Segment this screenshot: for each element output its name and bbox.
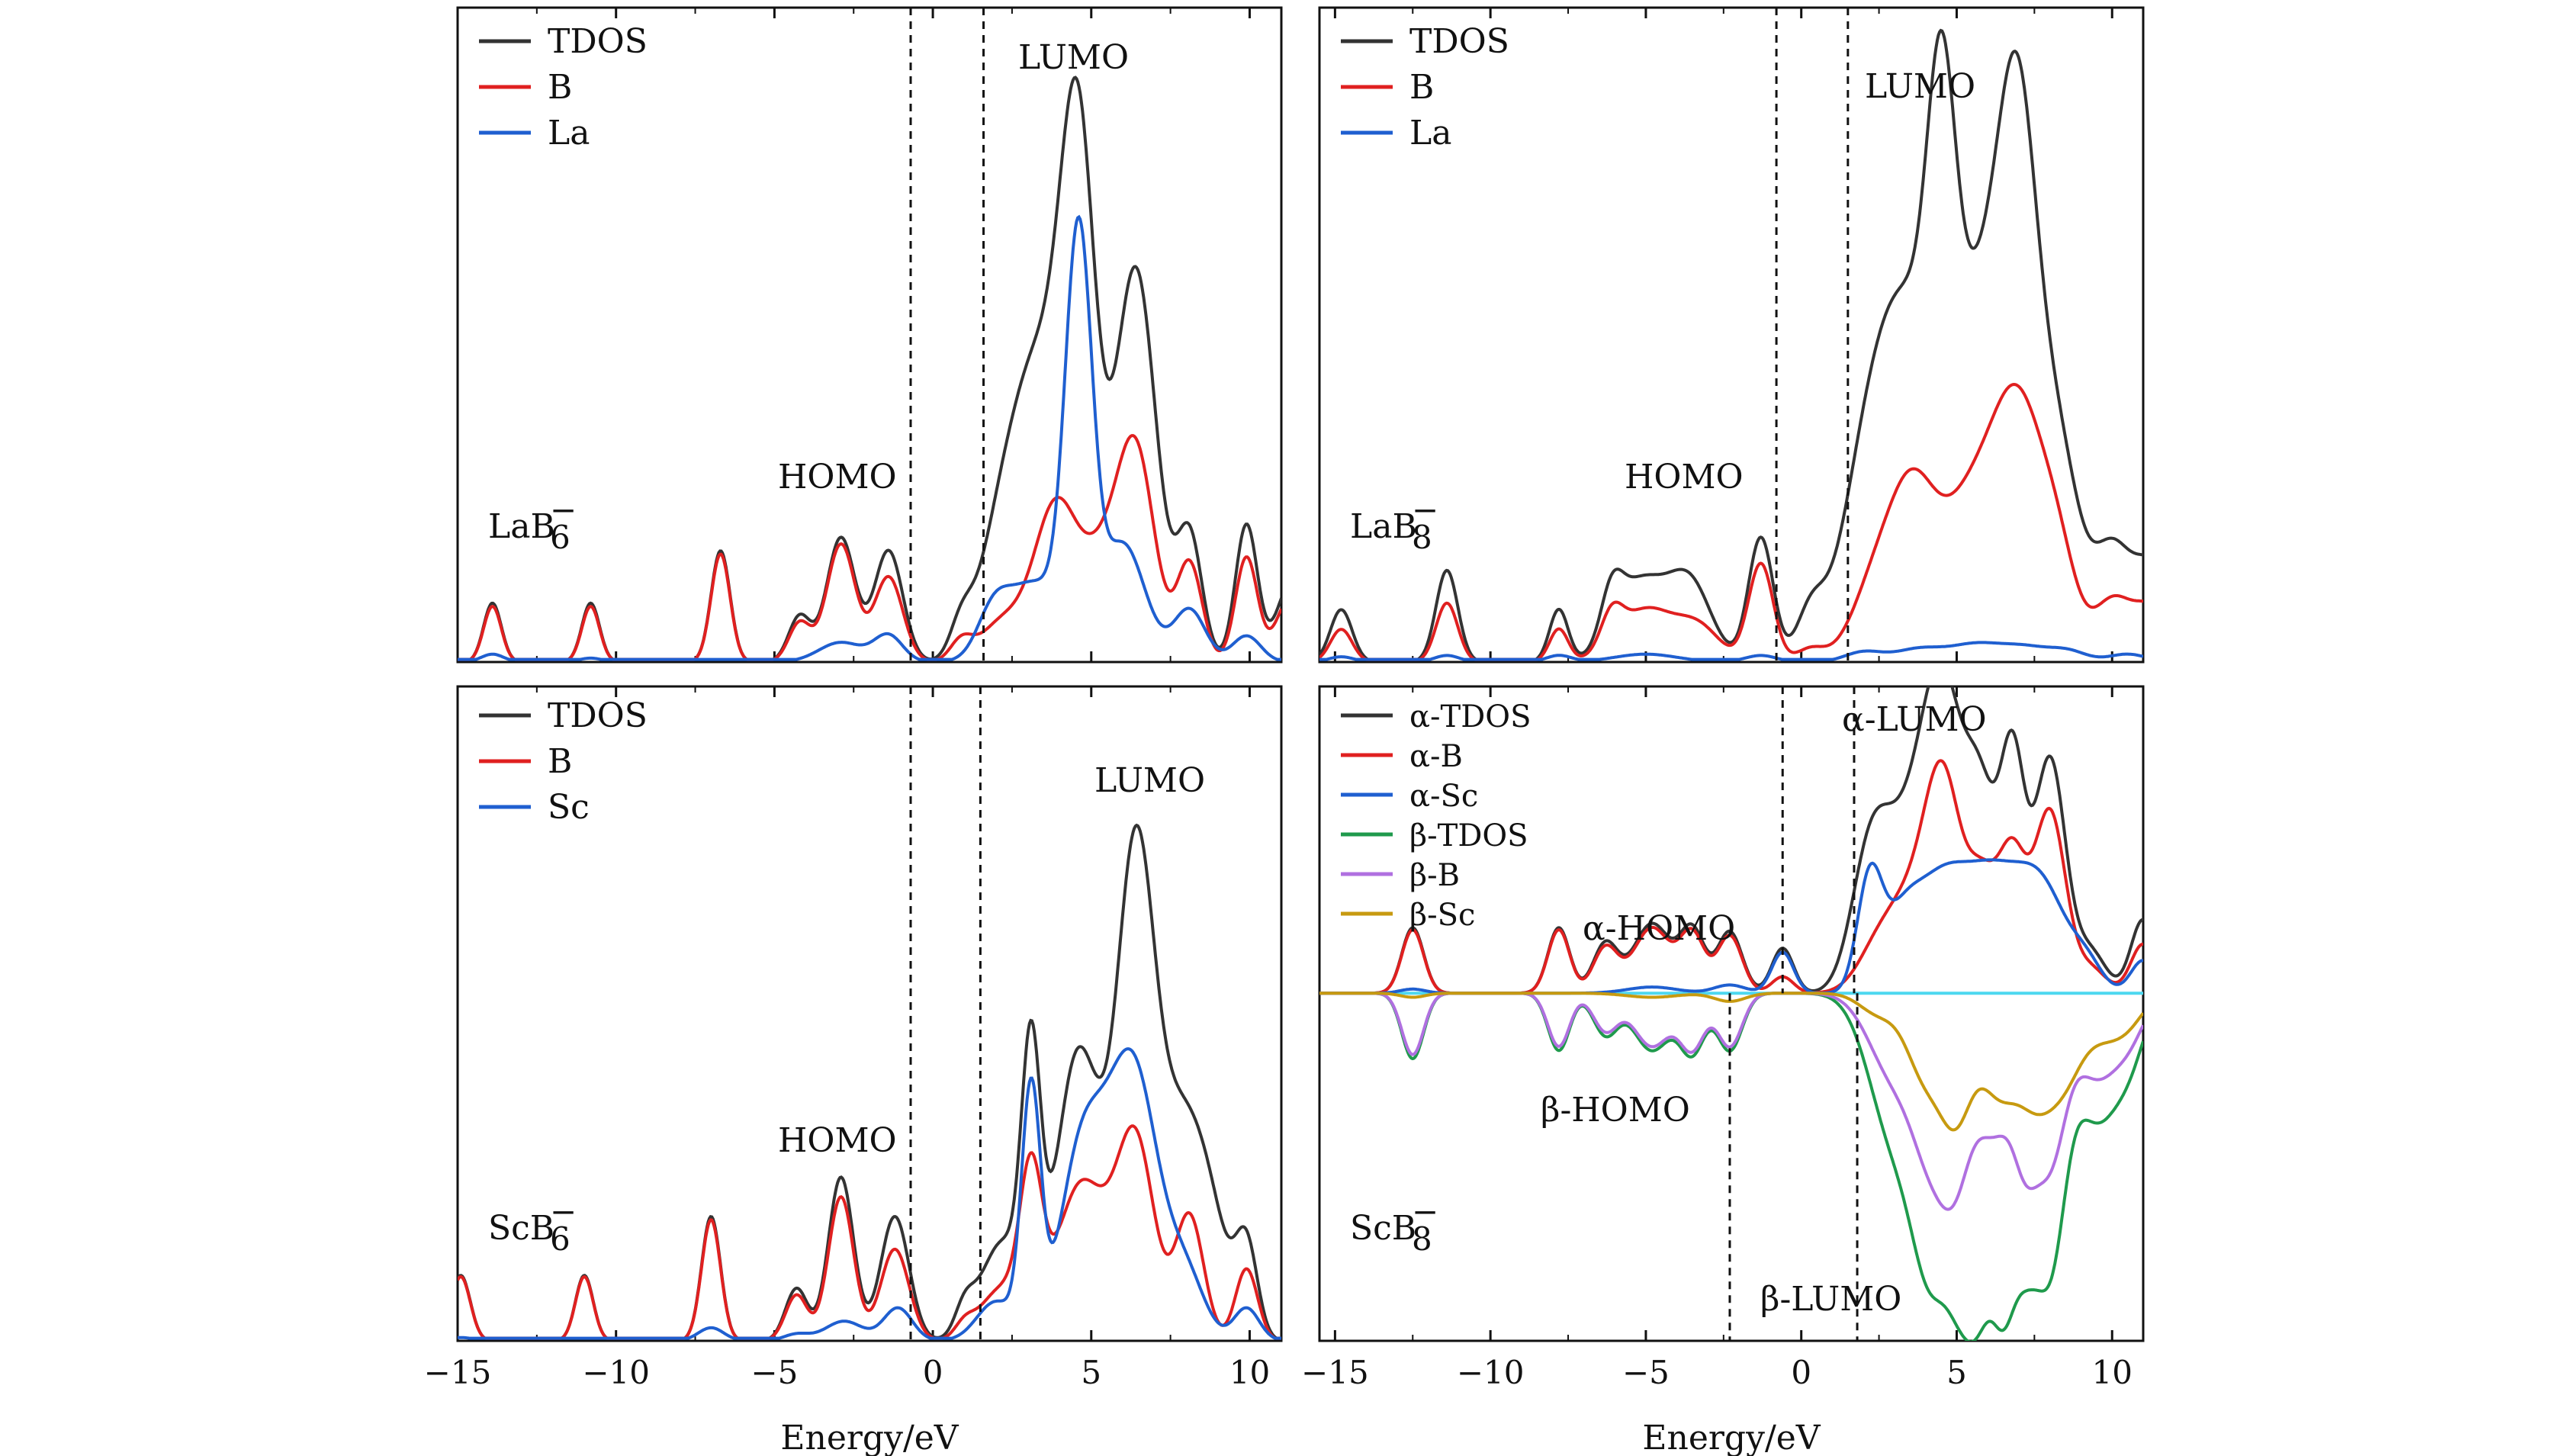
- series-line-tdos: [1319, 28, 2143, 661]
- lumo-label: LUMO: [1018, 38, 1129, 77]
- x-tick-label: 0: [1791, 1354, 1811, 1391]
- lumo-label: LUMO: [1865, 67, 1975, 106]
- series-line-b: [458, 434, 1281, 661]
- series-line-la: [1319, 641, 2143, 661]
- x-tick-label: −15: [424, 1354, 492, 1391]
- legend-label-beta-b: β-B: [1409, 858, 1460, 893]
- plot-frame: [456, 685, 1283, 1342]
- series-line-b: [1319, 382, 2143, 661]
- x-tick-label: −10: [1457, 1354, 1525, 1391]
- legend-label-alpha-b: α-B: [1409, 739, 1463, 774]
- x-tick-label: 0: [923, 1354, 943, 1391]
- compound-subscript: 8: [1412, 519, 1432, 556]
- compound-subscript: 6: [550, 1220, 571, 1258]
- beta-homo-label: β-HOMO: [1541, 1091, 1690, 1130]
- compound-subscript: 8: [1412, 1220, 1432, 1258]
- beta-lumo-label: β-LUMO: [1760, 1280, 1901, 1319]
- homo-label: α-HOMO: [1583, 909, 1735, 948]
- legend: α-TDOS α-B α-Sc β-TDOS β-B β-Sc: [1341, 699, 1531, 933]
- series-line-beta-sc: [1319, 992, 2143, 1132]
- legend: TDOS B Sc: [479, 696, 648, 827]
- series-line-tdos: [458, 76, 1281, 661]
- legend-label-tdos: TDOS: [548, 696, 648, 735]
- series-line-b: [458, 1124, 1281, 1340]
- compound-name: LaB: [1350, 507, 1417, 546]
- legend-label-beta-tdos: β-TDOS: [1409, 818, 1528, 853]
- series-line-tdos: [458, 823, 1281, 1340]
- legend-label-alpha-tdos: α-TDOS: [1409, 699, 1531, 734]
- compound-superscript: −: [1412, 1193, 1438, 1230]
- legend: TDOS B La: [1341, 22, 1509, 153]
- series-line-beta-b: [1319, 992, 2143, 1211]
- legend-label-la: La: [548, 114, 590, 153]
- x-tick-label: −5: [750, 1354, 798, 1391]
- series-line-la: [458, 214, 1281, 661]
- homo-label: HOMO: [778, 1121, 897, 1160]
- x-tick-label: 5: [1946, 1354, 1967, 1391]
- compound-superscript: −: [1412, 491, 1438, 529]
- legend-label-la: La: [1409, 114, 1451, 153]
- x-tick-label: 5: [1081, 1354, 1101, 1391]
- x-tick-label: −10: [582, 1354, 650, 1391]
- legend-label-sc: Sc: [548, 788, 590, 827]
- compound-subscript: 6: [550, 519, 571, 556]
- compound-name: ScB: [1350, 1209, 1416, 1248]
- series-line-sc: [458, 1047, 1281, 1340]
- plot-frame: [1318, 6, 2145, 664]
- compound-superscript: −: [550, 1193, 577, 1230]
- x-tick-label: 10: [2092, 1354, 2133, 1391]
- x-tick-label: −15: [1301, 1354, 1369, 1391]
- legend-label-b: B: [548, 742, 572, 781]
- legend-label-tdos: TDOS: [548, 22, 648, 61]
- plot-frame: [456, 6, 1283, 664]
- legend-label-b: B: [1409, 68, 1434, 107]
- lumo-label: α-LUMO: [1842, 700, 1987, 739]
- legend-label-b: B: [548, 68, 572, 107]
- legend-label-beta-sc: β-Sc: [1409, 898, 1475, 933]
- compound-name: ScB: [488, 1209, 554, 1248]
- compound-superscript: −: [550, 491, 577, 529]
- legend-label-alpha-sc: α-Sc: [1409, 779, 1478, 814]
- x-axis-label: Energy/eV: [780, 1419, 959, 1456]
- x-tick-label: −5: [1622, 1354, 1670, 1391]
- x-tick-label: 10: [1229, 1354, 1270, 1391]
- homo-label: HOMO: [1625, 458, 1744, 497]
- legend: TDOS B La: [479, 22, 648, 153]
- homo-label: HOMO: [778, 458, 897, 497]
- x-axis-label: Energy/eV: [1642, 1419, 1821, 1456]
- lumo-label: LUMO: [1094, 761, 1205, 800]
- compound-name: LaB: [488, 507, 555, 546]
- legend-label-tdos: TDOS: [1409, 22, 1509, 61]
